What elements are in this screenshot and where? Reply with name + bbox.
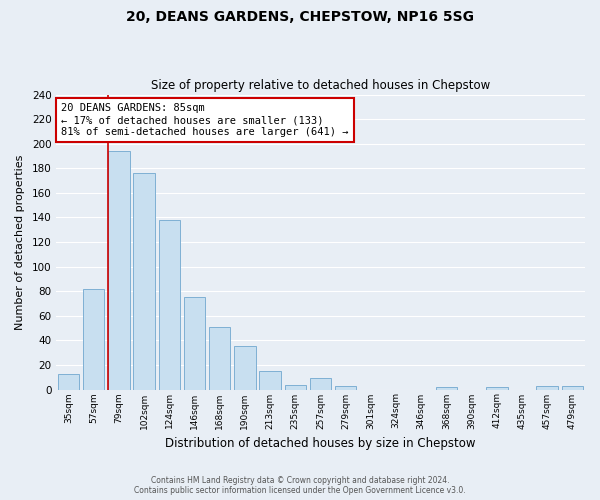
X-axis label: Distribution of detached houses by size in Chepstow: Distribution of detached houses by size … [165,437,476,450]
Bar [108,151,130,390]
Bar [58,374,79,390]
Bar [310,378,331,390]
Bar [184,298,205,390]
Y-axis label: Number of detached properties: Number of detached properties [15,154,25,330]
Bar [284,384,306,390]
Bar [83,288,104,390]
Bar [536,386,558,390]
Text: Contains HM Land Registry data © Crown copyright and database right 2024.
Contai: Contains HM Land Registry data © Crown c… [134,476,466,495]
Bar [562,386,583,390]
Text: 20 DEANS GARDENS: 85sqm
← 17% of detached houses are smaller (133)
81% of semi-d: 20 DEANS GARDENS: 85sqm ← 17% of detache… [61,104,349,136]
Bar [486,387,508,390]
Bar [234,346,256,390]
Bar [158,220,180,390]
Bar [259,371,281,390]
Title: Size of property relative to detached houses in Chepstow: Size of property relative to detached ho… [151,79,490,92]
Bar [133,173,155,390]
Bar [209,327,230,390]
Text: 20, DEANS GARDENS, CHEPSTOW, NP16 5SG: 20, DEANS GARDENS, CHEPSTOW, NP16 5SG [126,10,474,24]
Bar [436,387,457,390]
Bar [335,386,356,390]
